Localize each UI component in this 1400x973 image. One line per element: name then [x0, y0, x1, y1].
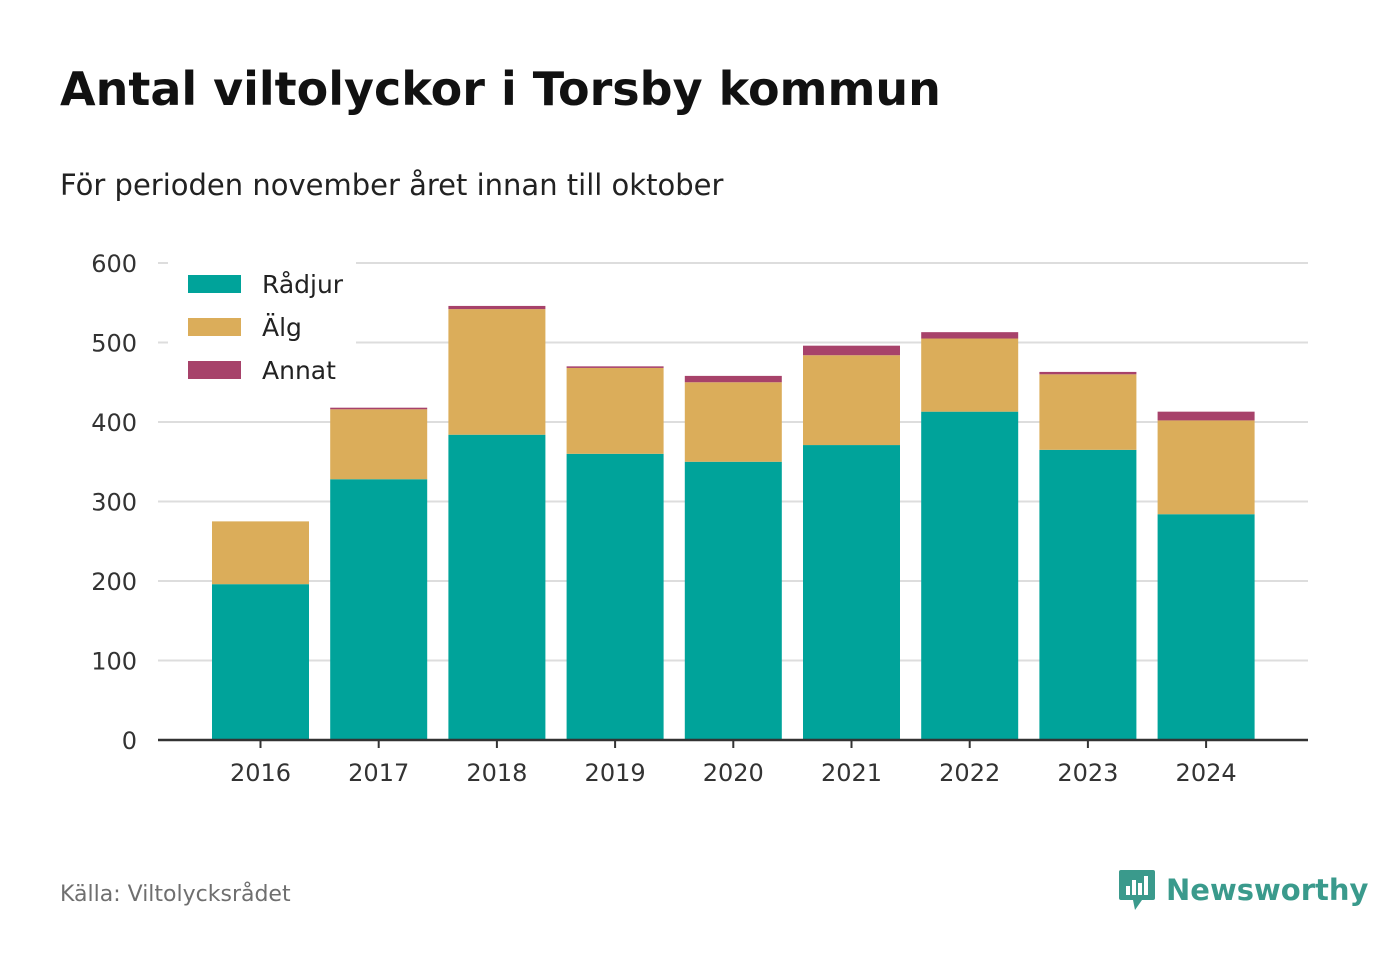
- x-tick-label-2018: 2018: [466, 759, 527, 787]
- y-tick-label-400: 400: [91, 409, 137, 437]
- bar-2017-series-2: [330, 409, 428, 480]
- bar-2018-series-2: [448, 309, 546, 435]
- bar-2022-series-2: [921, 338, 1019, 412]
- bar-2016-series-1: [212, 584, 309, 740]
- brand-name: Newsworthy: [1166, 873, 1369, 907]
- axes: 0 100 200 300 400 500 600 2016 2017 2018 2019 2020 2…: [91, 250, 1308, 787]
- bar-2024-series-1: [1157, 514, 1255, 740]
- chart-subtitle: För perioden november året innan till ok…: [60, 168, 724, 202]
- legend-swatch-1: [188, 275, 241, 293]
- x-tick-label-2019: 2019: [585, 759, 646, 787]
- y-tick-label-500: 500: [91, 330, 137, 358]
- x-tick-label-2016: 2016: [230, 759, 291, 787]
- legend: Rådjur Älg Annat: [168, 262, 356, 388]
- bar-2023-series-1: [1039, 449, 1137, 740]
- bar-2024-series-3: [1157, 411, 1255, 421]
- bar-2021-series-3: [803, 345, 900, 356]
- legend-label-1: Rådjur: [262, 270, 344, 299]
- legend-label-2: Älg: [262, 313, 302, 342]
- bars: [212, 305, 1255, 740]
- bar-2020-series-3: [684, 375, 782, 383]
- bar-2020-series-2: [684, 382, 782, 462]
- bar-2018-series-1: [448, 434, 546, 740]
- x-tick-label-2024: 2024: [1176, 759, 1237, 787]
- y-tick-label-0: 0: [122, 727, 137, 755]
- bar-2021-series-1: [803, 445, 900, 740]
- x-tick-label-2023: 2023: [1057, 759, 1118, 787]
- x-tick-label-2020: 2020: [703, 759, 764, 787]
- x-tick-label-2017: 2017: [348, 759, 409, 787]
- bar-2022-series-1: [921, 411, 1019, 740]
- bar-2024-series-2: [1157, 420, 1255, 515]
- bar-2022-series-3: [921, 332, 1019, 339]
- brand-logo[interactable]: Newsworthy: [1118, 868, 1368, 912]
- legend-swatch-3: [188, 361, 241, 379]
- bar-2017-series-3: [330, 407, 428, 410]
- y-tick-label-600: 600: [91, 250, 137, 278]
- bar-2018-series-3: [448, 305, 546, 310]
- bar-2019-series-3: [566, 366, 664, 368]
- newsworthy-logo-icon: [1119, 870, 1155, 910]
- y-tick-label-300: 300: [91, 489, 137, 517]
- bar-2016-series-2: [212, 521, 309, 585]
- bar-2020-series-1: [684, 461, 782, 740]
- bar-2023-series-2: [1039, 374, 1137, 450]
- x-tick-label-2022: 2022: [939, 759, 1000, 787]
- bar-2017-series-1: [330, 479, 428, 740]
- y-tick-label-100: 100: [91, 648, 137, 676]
- bar-2021-series-2: [803, 355, 900, 446]
- bar-2019-series-2: [566, 367, 664, 454]
- legend-label-3: Annat: [262, 356, 336, 385]
- legend-swatch-2: [188, 318, 241, 336]
- bar-2019-series-1: [566, 453, 664, 740]
- chart-title: Antal viltolyckor i Torsby kommun: [60, 62, 941, 116]
- y-tick-label-200: 200: [91, 568, 137, 596]
- bar-2023-series-3: [1039, 371, 1137, 375]
- x-tick-label-2021: 2021: [821, 759, 882, 787]
- source-note: Källa: Viltolycksrådet: [60, 882, 291, 907]
